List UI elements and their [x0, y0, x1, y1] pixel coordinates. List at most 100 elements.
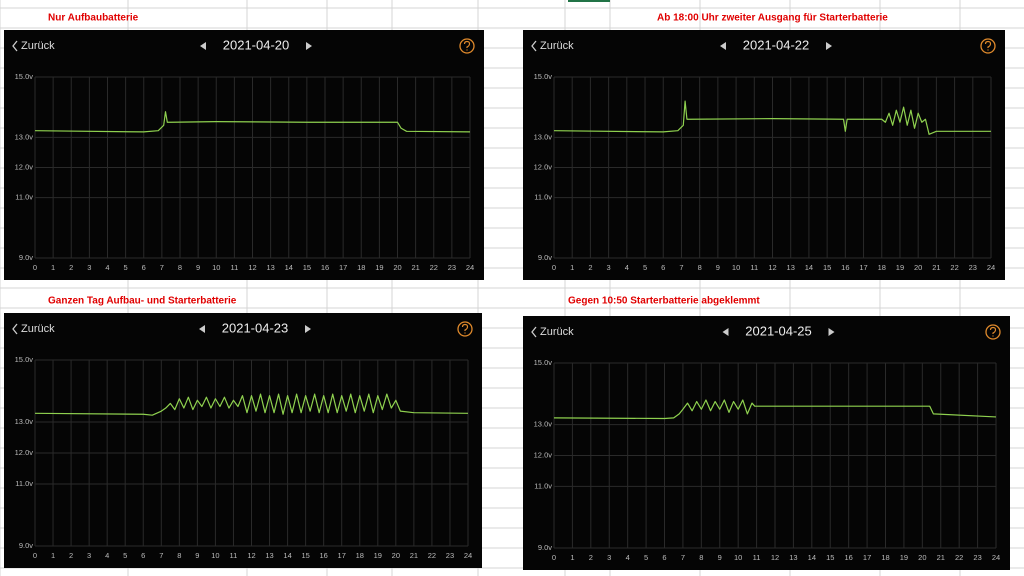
- x-tick-label: 12: [771, 553, 779, 562]
- x-tick-label: 21: [937, 553, 945, 562]
- x-tick-label: 23: [973, 553, 981, 562]
- x-tick-label: 13: [787, 263, 795, 272]
- y-tick-label: 9.0v: [19, 541, 33, 550]
- x-tick-label: 3: [87, 263, 91, 272]
- help-icon[interactable]: [985, 324, 1001, 340]
- x-tick-label: 4: [625, 263, 629, 272]
- prev-day[interactable]: [200, 42, 206, 50]
- help-mark: [984, 40, 992, 51]
- x-tick-label: 14: [285, 263, 293, 272]
- prev-day[interactable]: [720, 42, 726, 50]
- next-day[interactable]: [828, 328, 835, 336]
- x-tick-label: 12: [248, 263, 256, 272]
- x-tick-label: 8: [698, 263, 702, 272]
- y-tick-label: 13.0v: [15, 417, 34, 426]
- x-tick-label: 2: [69, 263, 73, 272]
- date-title: 2021-04-20: [223, 37, 290, 52]
- voltage-line: [34, 111, 471, 133]
- x-tick-label: 22: [428, 551, 436, 560]
- next-day[interactable]: [826, 42, 832, 50]
- x-tick-label: 7: [160, 263, 164, 272]
- help-mark: [461, 323, 469, 334]
- chart-panel: Ganzen Tag Aufbau- und Starterbatterie Zu…: [4, 296, 482, 568]
- x-tick-label: 11: [750, 263, 758, 272]
- x-tick-label: 0: [552, 553, 556, 562]
- back-button[interactable]: Zurück: [540, 326, 574, 338]
- x-tick-label: 7: [159, 551, 163, 560]
- x-tick-label: 19: [375, 263, 383, 272]
- panel-background: [523, 316, 1010, 570]
- x-tick-label: 14: [283, 551, 291, 560]
- x-tick-label: 12: [768, 263, 776, 272]
- x-tick-label: 16: [841, 263, 849, 272]
- panel-background: [523, 30, 1005, 280]
- x-tick-label: 16: [321, 263, 329, 272]
- help-icon[interactable]: [459, 38, 475, 54]
- x-tick-label: 23: [969, 263, 977, 272]
- prev-day[interactable]: [722, 328, 729, 336]
- x-tick-label: 19: [896, 263, 904, 272]
- y-tick-label: 15.0v: [534, 358, 553, 367]
- x-tick-label: 19: [374, 551, 382, 560]
- x-tick-label: 0: [33, 551, 37, 560]
- x-tick-label: 10: [732, 263, 740, 272]
- voltage-line: [553, 399, 997, 420]
- x-tick-label: 18: [357, 263, 365, 272]
- x-tick-label: 11: [230, 263, 238, 272]
- annotation: Ab 18:00 Uhr zweiter Ausgang für Starter…: [657, 13, 888, 24]
- y-tick-label: 11.0v: [15, 193, 33, 202]
- back-button[interactable]: Zurück: [21, 40, 55, 52]
- next-day[interactable]: [305, 325, 311, 333]
- y-tick-label: 12.0v: [534, 450, 553, 459]
- x-tick-label: 18: [878, 263, 886, 272]
- x-tick-label: 1: [51, 551, 55, 560]
- panel-background: [4, 313, 482, 568]
- x-tick-label: 10: [211, 551, 219, 560]
- x-tick-label: 18: [881, 553, 889, 562]
- x-tick-label: 3: [607, 263, 611, 272]
- x-tick-label: 4: [105, 263, 109, 272]
- x-tick-label: 8: [178, 263, 182, 272]
- x-tick-label: 9: [195, 551, 199, 560]
- x-tick-label: 21: [410, 551, 418, 560]
- help-icon[interactable]: [980, 38, 996, 54]
- x-tick-label: 20: [392, 551, 400, 560]
- x-tick-label: 1: [570, 553, 574, 562]
- x-tick-label: 18: [356, 551, 364, 560]
- panel-background: [4, 30, 484, 280]
- help-mark: [989, 326, 997, 337]
- x-tick-label: 14: [808, 553, 816, 562]
- x-tick-label: 23: [448, 263, 456, 272]
- y-tick-label: 15.0v: [15, 72, 34, 81]
- y-tick-label: 13.0v: [534, 132, 553, 141]
- x-tick-label: 17: [339, 263, 347, 272]
- help-icon[interactable]: [457, 321, 473, 337]
- x-tick-label: 16: [319, 551, 327, 560]
- x-tick-label: 15: [823, 263, 831, 272]
- x-tick-label: 5: [124, 263, 128, 272]
- x-tick-label: 17: [859, 263, 867, 272]
- x-tick-label: 3: [87, 551, 91, 560]
- next-day[interactable]: [306, 42, 312, 50]
- date-title: 2021-04-25: [745, 323, 812, 338]
- x-tick-label: 24: [464, 551, 472, 560]
- back-button[interactable]: Zurück: [21, 323, 55, 335]
- x-tick-label: 15: [303, 263, 311, 272]
- x-tick-label: 6: [142, 263, 146, 272]
- x-tick-label: 2: [588, 263, 592, 272]
- prev-day[interactable]: [199, 325, 205, 333]
- x-tick-label: 17: [863, 553, 871, 562]
- back-chevron: [12, 40, 18, 52]
- back-button[interactable]: Zurück: [540, 40, 574, 52]
- x-tick-label: 13: [789, 553, 797, 562]
- x-tick-label: 20: [914, 263, 922, 272]
- back-chevron: [12, 323, 18, 335]
- date-title: 2021-04-23: [222, 320, 289, 335]
- x-tick-label: 8: [177, 551, 181, 560]
- x-tick-label: 24: [992, 553, 1000, 562]
- y-tick-label: 9.0v: [538, 253, 552, 262]
- x-tick-label: 21: [932, 263, 940, 272]
- x-tick-label: 12: [247, 551, 255, 560]
